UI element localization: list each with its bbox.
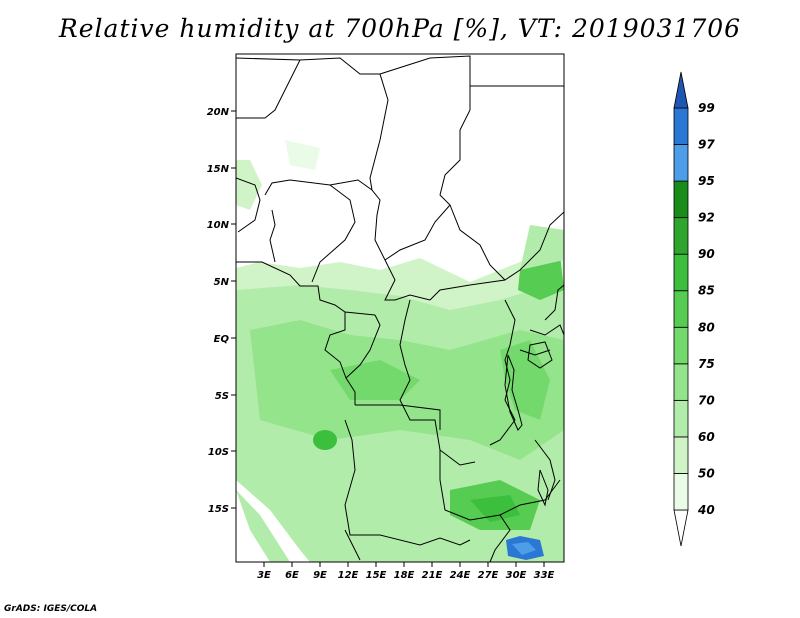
longitude-labels: 3E 6E 9E 12E 15E 18E 21E 24E 27E 30E 33E [257, 570, 554, 581]
lon-tick-label: 3E [257, 570, 271, 581]
lon-tick-label: 33E [534, 570, 555, 581]
colorbar-label: 90 [698, 247, 715, 261]
grads-credit: GrADS: IGES/COLA [4, 604, 98, 614]
map-frame [235, 53, 565, 563]
colorbar-segment [673, 253, 689, 292]
axis-ticks [231, 110, 545, 567]
lat-tick-label: 15S [208, 504, 229, 515]
lat-tick-label: 15N [207, 164, 230, 175]
colorbar-label: 50 [698, 466, 715, 480]
colorbar-segment [673, 290, 689, 328]
humidity-field [236, 140, 564, 562]
colorbar-label: 97 [698, 138, 715, 152]
colorbar-label: 92 [698, 211, 715, 225]
lon-tick-label: 18E [394, 570, 415, 581]
colorbar-segment [673, 509, 689, 547]
lat-tick-label: EQ [214, 334, 230, 345]
colorbar-segment [673, 180, 689, 219]
lon-tick-label: 24E [450, 570, 471, 581]
colorbar-segment [673, 473, 689, 511]
lat-tick-label: 5S [215, 391, 229, 402]
colorbar-label: 40 [697, 503, 715, 517]
colorbar-segment [673, 71, 689, 109]
colorbar-segment [673, 217, 689, 255]
colorbar-label: 60 [698, 430, 715, 444]
colorbar: 40 50 60 70 75 80 85 90 92 95 97 99 [673, 71, 715, 547]
lakes [504, 341, 553, 507]
latitude-labels: 20N 15N 10N 5N EQ 5S 10S 15S [207, 107, 230, 515]
map-title: Relative humidity at 700hPa [%], VT: 201… [58, 14, 742, 43]
lat-tick-label: 5N [214, 277, 230, 288]
lon-tick-label: 27E [478, 570, 499, 581]
lon-tick-label: 12E [338, 570, 359, 581]
country-borders [236, 55, 564, 562]
colorbar-label: 70 [698, 393, 715, 407]
lat-tick-label: 20N [207, 107, 230, 118]
lon-tick-label: 30E [506, 570, 527, 581]
colorbar-segment [673, 399, 689, 438]
lon-tick-label: 21E [422, 570, 443, 581]
lon-tick-label: 15E [366, 570, 387, 581]
lon-tick-label: 9E [313, 570, 327, 581]
lat-tick-label: 10N [207, 220, 230, 231]
colorbar-segment [673, 107, 689, 145]
lon-tick-label: 6E [285, 570, 299, 581]
colorbar-label: 99 [698, 101, 715, 115]
colorbar-segment [673, 144, 689, 182]
colorbar-label: 85 [698, 284, 715, 298]
colorbar-label: 95 [698, 174, 715, 188]
colorbar-label: 75 [698, 357, 715, 371]
lat-tick-label: 10S [208, 447, 229, 458]
colorbar-segment [673, 436, 689, 474]
colorbar-segment [673, 326, 689, 365]
colorbar-segment [673, 363, 689, 401]
colorbar-label: 80 [698, 320, 715, 334]
